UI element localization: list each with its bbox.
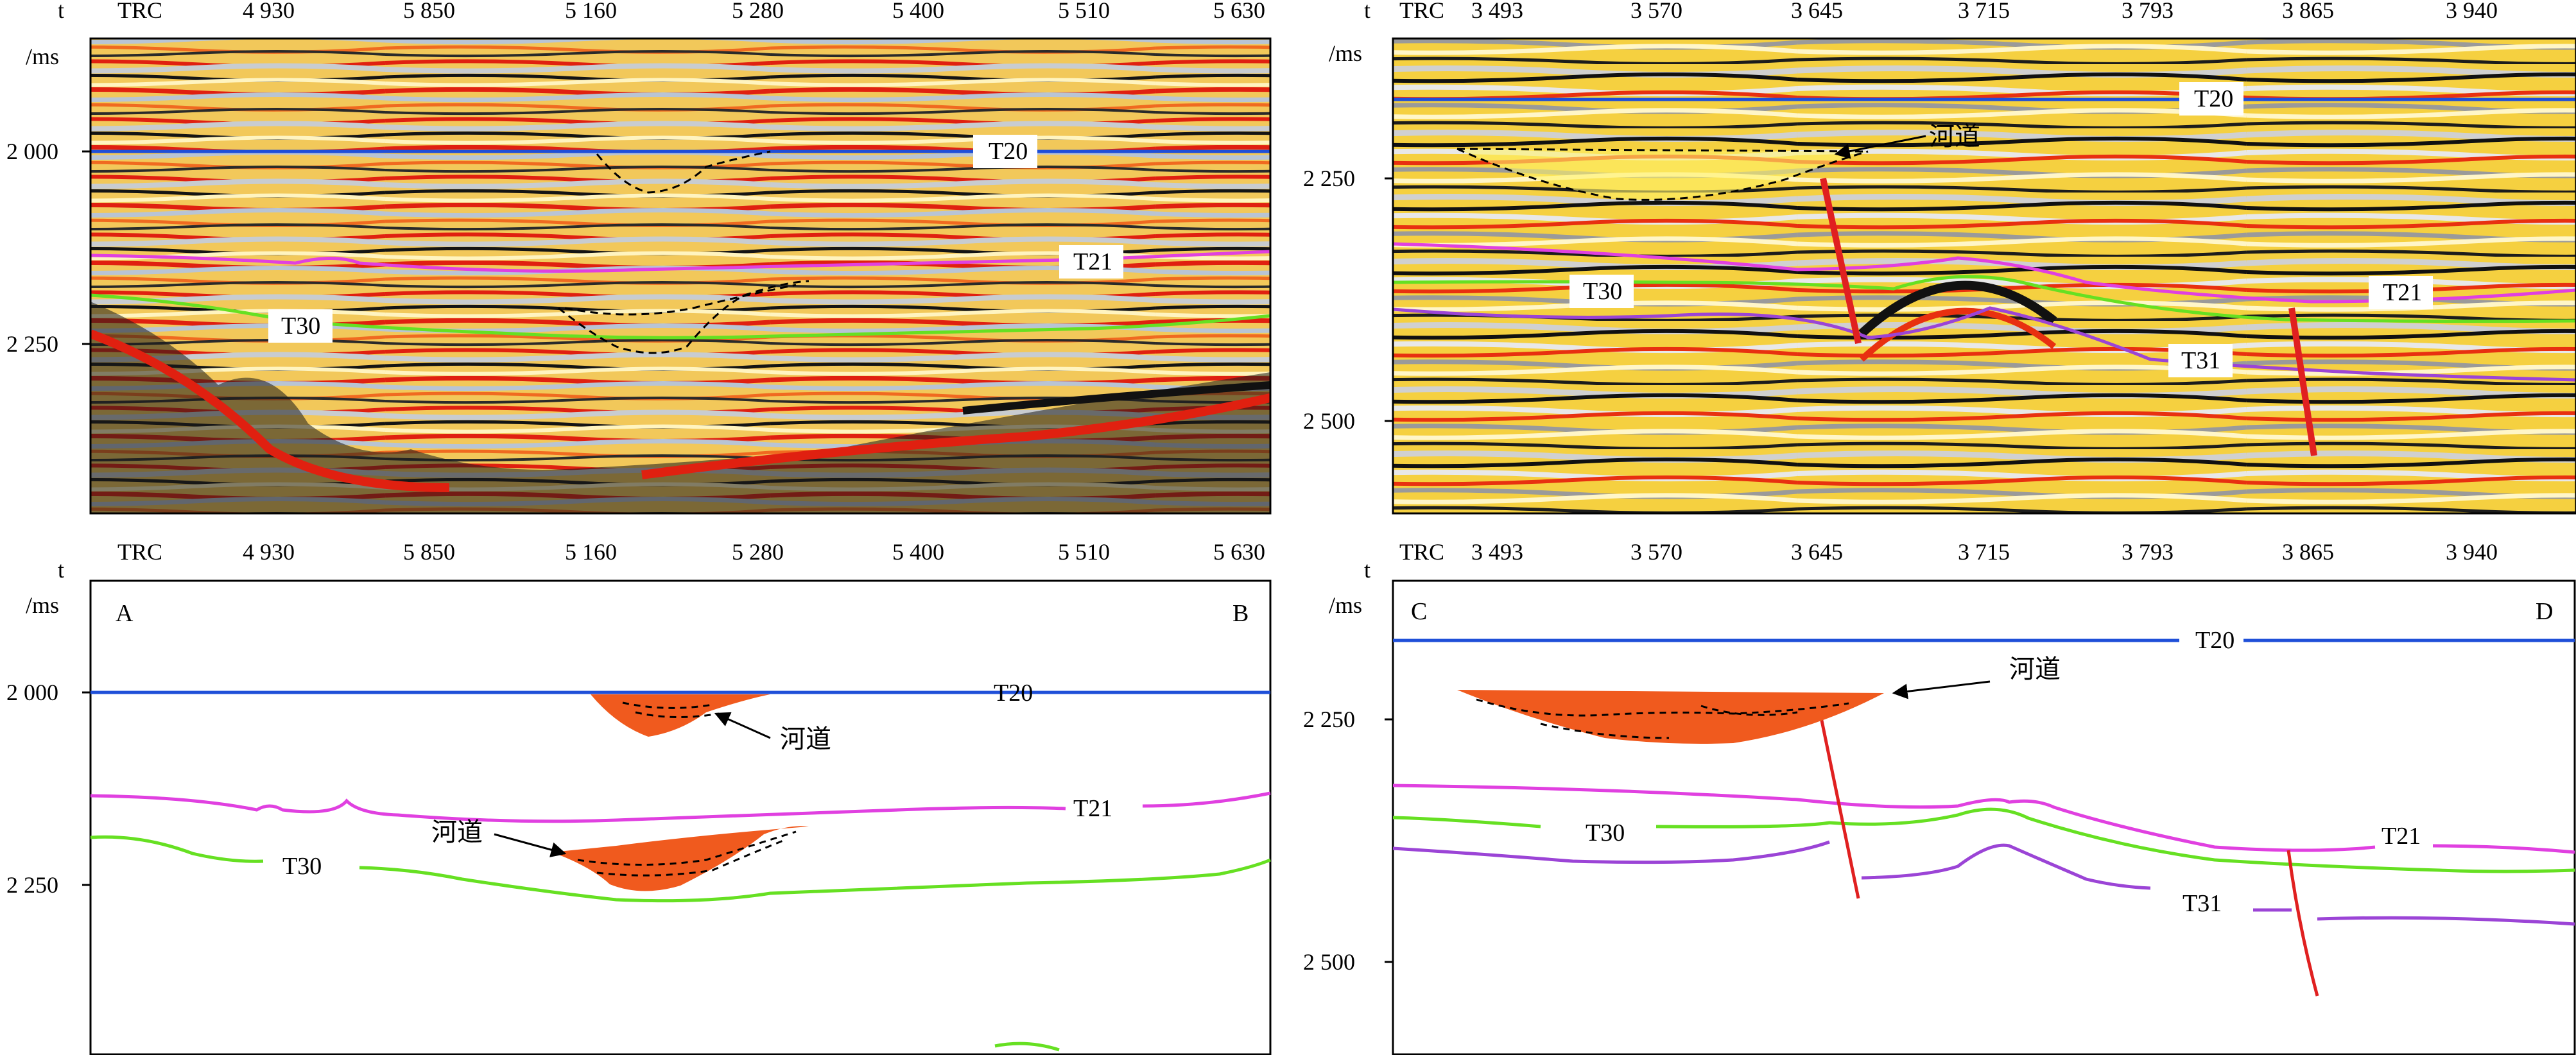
trc-tick: 4 930	[243, 0, 295, 23]
channel-body	[1457, 690, 1884, 744]
panel-top-right: t /ms TRC 3 493 3 570 3 645 3 715 3 793 …	[1303, 0, 2576, 515]
trc-tick: 3 793	[2122, 0, 2174, 23]
horizon-T30	[1392, 807, 2575, 873]
t-axis-label: t	[58, 557, 64, 583]
horizon-T30	[90, 835, 1271, 903]
trc-tick: 5 400	[892, 0, 944, 23]
trc-tick: 3 940	[2446, 539, 2498, 565]
panel-top-left: t /ms TRC 4 930 5 850 5 160 5 280 5 400 …	[6, 0, 1272, 515]
horizon-label-T30: T30	[282, 853, 322, 880]
axis-header-bottom-right: t /ms TRC 3 493 3 570 3 645 3 715 3 793 …	[1303, 539, 2498, 975]
trc-tick: 3 493	[1471, 0, 1523, 23]
trc-tick: 3 493	[1471, 539, 1523, 565]
trc-tick: 5 160	[565, 0, 617, 23]
horizon-label-T20: T20	[989, 138, 1028, 165]
channel-label: 河道	[1929, 122, 1980, 151]
horizon-label-T21: T21	[1073, 795, 1112, 822]
seismic-section-top-left: T20 T21 T30	[91, 39, 1270, 513]
trc-tick: 5 630	[1213, 539, 1265, 565]
trc-tick: 3 865	[2282, 0, 2334, 23]
horizon-label-T31: T31	[2181, 347, 2220, 374]
horizon-T21	[1392, 784, 2575, 854]
trc-tick: 3 715	[1958, 0, 2010, 23]
horizon-label-T20: T20	[2195, 627, 2235, 654]
horizon-label-T21: T21	[2382, 823, 2421, 850]
horizon-label-T30: T30	[1583, 278, 1622, 305]
trc-tick: 3 793	[2122, 539, 2174, 565]
horizon-label-T30: T30	[281, 313, 320, 339]
t-axis-label: t	[1364, 0, 1370, 23]
ms-axis-label: /ms	[1329, 40, 1362, 66]
time-tick: 2 250	[6, 872, 58, 898]
t-axis-label: t	[1364, 557, 1370, 583]
horizon-label-T21: T21	[1073, 248, 1112, 275]
trc-tick: 5 850	[403, 539, 455, 565]
horizon-label-T20: T20	[2194, 85, 2233, 112]
trc-tick: 5 280	[732, 0, 784, 23]
horizon-label-T21: T21	[2383, 279, 2422, 306]
time-tick: 2 000	[6, 139, 58, 164]
trc-tick: 3 645	[1791, 539, 1843, 565]
panel-border	[89, 37, 1272, 515]
t-axis-label: t	[58, 0, 64, 23]
time-tick: 2 500	[1303, 949, 1355, 975]
trc-tick: 5 280	[732, 539, 784, 565]
time-tick: 2 000	[6, 680, 58, 705]
corner-label-B: B	[1232, 600, 1249, 627]
time-tick: 2 500	[1303, 408, 1355, 434]
channel-body	[552, 826, 809, 891]
trc-label: TRC	[117, 0, 162, 23]
trc-tick: 5 630	[1213, 0, 1265, 23]
channel-label: 河道	[431, 818, 483, 847]
trc-label: TRC	[1399, 0, 1444, 23]
horizon-label-T30: T30	[1586, 819, 1625, 846]
fault-line	[1819, 717, 1860, 899]
trc-tick: 3 570	[1630, 0, 1682, 23]
corner-label-D: D	[2536, 598, 2553, 625]
panel-border	[1392, 37, 2576, 515]
horizon-T21	[90, 791, 1271, 823]
panel-bottom-right: t /ms TRC 3 493 3 570 3 645 3 715 3 793 …	[1303, 539, 2576, 1055]
trc-tick: 3 715	[1958, 539, 2010, 565]
ms-axis-label: /ms	[1329, 592, 1362, 618]
trc-label: TRC	[1399, 539, 1444, 565]
trc-tick: 5 510	[1058, 539, 1110, 565]
trc-tick: 3 570	[1630, 539, 1682, 565]
panel-border	[1392, 579, 2576, 1055]
trc-tick: 5 850	[403, 0, 455, 23]
time-tick: 2 250	[1303, 707, 1355, 732]
axis-header-top-right: t /ms TRC 3 493 3 570 3 645 3 715 3 793 …	[1303, 0, 2498, 434]
fault-line	[2286, 850, 2319, 997]
trc-tick: 5 400	[892, 539, 944, 565]
trc-tick: 5 160	[565, 539, 617, 565]
trc-tick: 5 510	[1058, 0, 1110, 23]
seismic-section-top-right: 河道 T20 T30 T21 T31	[1393, 39, 2576, 513]
horizon-label-T31: T31	[2183, 890, 2222, 917]
trc-tick: 3 940	[2446, 0, 2498, 23]
horizon-T31	[1392, 840, 2575, 926]
trc-tick: 3 865	[2282, 539, 2334, 565]
channel-label: 河道	[2009, 655, 2061, 684]
trc-label: TRC	[117, 539, 162, 565]
trc-tick: 3 645	[1791, 0, 1843, 23]
trc-tick: 4 930	[243, 539, 295, 565]
axis-header-bottom-left: t /ms TRC 4 930 5 850 5 160 5 280 5 400 …	[6, 539, 1265, 898]
time-tick: 2 250	[1303, 166, 1355, 191]
axis-header-top-left: t /ms TRC 4 930 5 850 5 160 5 280 5 400 …	[6, 0, 1265, 357]
horizon-label-T20: T20	[994, 680, 1033, 707]
corner-label-A: A	[116, 600, 134, 627]
ms-axis-label: /ms	[26, 44, 59, 69]
ms-axis-label: /ms	[26, 592, 59, 618]
time-tick: 2 250	[6, 331, 58, 357]
panel-bottom-left: t /ms TRC 4 930 5 850 5 160 5 280 5 400 …	[6, 539, 1272, 1055]
channel-label: 河道	[780, 725, 831, 754]
corner-label-C: C	[1411, 598, 1427, 625]
